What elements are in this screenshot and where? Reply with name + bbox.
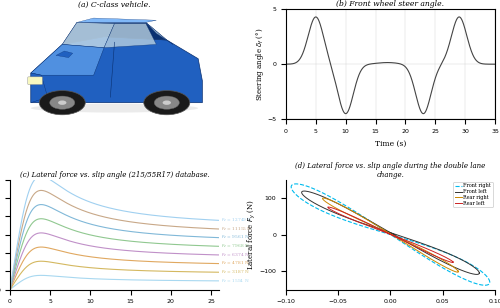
Front left xyxy=(476,271,482,275)
Rear right xyxy=(360,216,366,220)
Front left xyxy=(390,232,396,236)
Circle shape xyxy=(144,91,190,115)
Text: $F_z$ = 12749 N: $F_z$ = 12749 N xyxy=(222,217,253,224)
Rear right xyxy=(396,237,402,241)
Circle shape xyxy=(154,96,180,109)
Rear right xyxy=(378,228,384,231)
Line: Front left: Front left xyxy=(302,191,480,274)
FancyBboxPatch shape xyxy=(28,77,42,84)
Front left xyxy=(302,196,308,199)
Rear left xyxy=(336,209,342,213)
Rear left xyxy=(412,242,418,246)
Polygon shape xyxy=(31,73,48,103)
Text: $F_z$ = 1594 N: $F_z$ = 1594 N xyxy=(222,277,250,285)
Circle shape xyxy=(162,100,171,105)
Rear left xyxy=(326,205,332,209)
Legend: Front right, Front left, Rear right, Rear left: Front right, Front left, Rear right, Rea… xyxy=(453,182,492,207)
Line: Rear right: Rear right xyxy=(322,198,458,272)
Front right xyxy=(432,246,438,250)
Line: Front right: Front right xyxy=(291,184,490,285)
Rear right xyxy=(320,196,326,200)
Polygon shape xyxy=(104,23,156,48)
Rear left xyxy=(450,261,456,264)
Rear right xyxy=(455,269,461,273)
Rear right xyxy=(412,243,418,247)
Front right xyxy=(292,192,298,196)
Rear right xyxy=(454,270,460,274)
Rear left xyxy=(392,235,398,239)
Front left xyxy=(384,229,390,233)
X-axis label: Time (s): Time (s) xyxy=(375,140,406,148)
Rear left xyxy=(450,260,456,264)
Polygon shape xyxy=(146,22,173,44)
Rear right xyxy=(334,201,340,205)
Front right xyxy=(482,283,488,287)
Front right xyxy=(390,235,396,238)
Front right xyxy=(487,280,493,284)
Rear right xyxy=(321,198,327,202)
Circle shape xyxy=(58,100,66,105)
Front left xyxy=(313,192,319,196)
Circle shape xyxy=(50,96,75,109)
Polygon shape xyxy=(31,44,104,75)
Text: $F_z$ = 3187 N: $F_z$ = 3187 N xyxy=(222,269,250,276)
Front right xyxy=(293,182,299,186)
Ellipse shape xyxy=(31,104,198,112)
Polygon shape xyxy=(62,22,114,48)
Front right xyxy=(304,184,310,188)
Rear left xyxy=(450,260,456,264)
Title: (c) Lateral force vs. slip angle (215/55R17) database.: (c) Lateral force vs. slip angle (215/55… xyxy=(20,171,210,179)
Front left xyxy=(474,273,480,276)
Y-axis label: Steering angle $\delta_f$ (°): Steering angle $\delta_f$ (°) xyxy=(254,27,266,101)
Rear left xyxy=(326,207,332,211)
Text: $F_z$ = 6374 N: $F_z$ = 6374 N xyxy=(222,251,250,259)
Text: $F_z$ = 4781 N: $F_z$ = 4781 N xyxy=(222,260,250,267)
Polygon shape xyxy=(62,22,167,44)
Polygon shape xyxy=(31,37,202,103)
Circle shape xyxy=(40,91,86,115)
Front left xyxy=(344,207,350,210)
Y-axis label: Lateral force $F_y$ (N): Lateral force $F_y$ (N) xyxy=(246,199,258,270)
Front right xyxy=(487,280,493,284)
Line: Rear left: Rear left xyxy=(328,207,453,262)
Front left xyxy=(302,189,308,193)
Title: (a) C-class vehicle.: (a) C-class vehicle. xyxy=(78,1,151,8)
Front left xyxy=(427,244,433,248)
Text: $F_z$ = 9561 N: $F_z$ = 9561 N xyxy=(222,234,250,241)
Polygon shape xyxy=(56,51,72,58)
Title: (d) Lateral force vs. slip angle during the double lane
change.: (d) Lateral force vs. slip angle during … xyxy=(296,162,486,179)
Rear left xyxy=(382,230,388,234)
Polygon shape xyxy=(77,18,156,22)
Front right xyxy=(383,231,389,235)
Text: $F_z$ = 11155 N: $F_z$ = 11155 N xyxy=(222,225,253,233)
Text: $F_z$ = 7968 N: $F_z$ = 7968 N xyxy=(222,242,250,250)
Rear right xyxy=(455,269,461,273)
Rear left xyxy=(360,219,366,223)
Front right xyxy=(340,202,345,205)
Title: (b) Front wheel steer angle.: (b) Front wheel steer angle. xyxy=(336,1,444,8)
Front left xyxy=(476,271,482,275)
